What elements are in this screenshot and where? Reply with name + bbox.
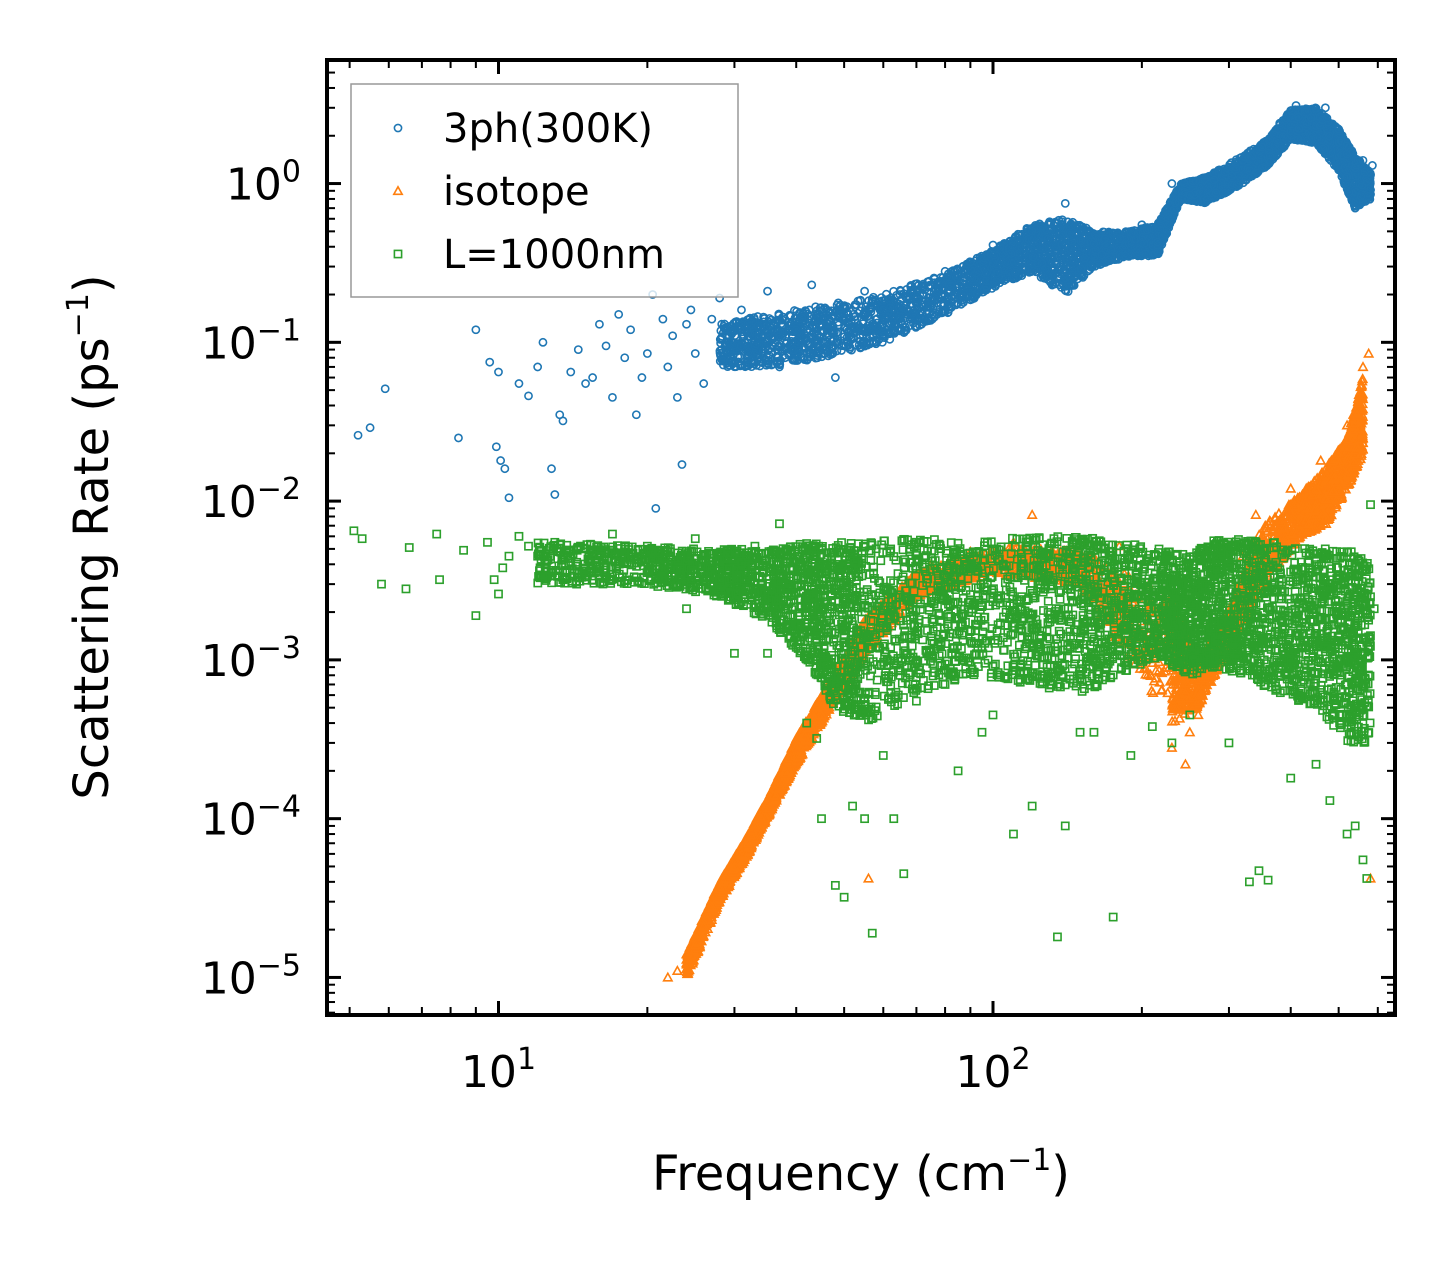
data-point — [862, 340, 872, 350]
data-point — [829, 327, 839, 337]
data-point — [832, 346, 842, 356]
data-point — [864, 324, 873, 333]
data-point — [910, 279, 920, 289]
data-point — [843, 341, 853, 350]
data-point — [895, 312, 905, 322]
data-point — [732, 340, 742, 350]
data-point — [764, 317, 774, 327]
data-point — [772, 351, 782, 361]
data-point — [825, 349, 835, 359]
data-point — [932, 309, 942, 319]
data-point — [742, 324, 752, 334]
data-point — [866, 302, 876, 312]
data-point — [797, 313, 807, 323]
data-point — [927, 296, 936, 306]
data-point — [872, 337, 882, 347]
data-point — [791, 336, 800, 346]
data-point — [729, 326, 739, 336]
data-point — [801, 334, 811, 344]
data-point — [843, 328, 853, 337]
data-point — [857, 339, 867, 349]
data-point — [788, 354, 797, 364]
data-point — [868, 296, 878, 306]
data-point — [882, 312, 891, 322]
data-point — [823, 351, 833, 361]
data-point — [769, 332, 779, 342]
data-point — [934, 307, 944, 317]
data-point — [908, 308, 918, 318]
scatter-marks — [349, 101, 1379, 982]
data-point — [845, 342, 855, 352]
data-point — [743, 319, 752, 329]
data-point — [856, 324, 865, 334]
data-point — [763, 360, 773, 369]
data-point — [896, 318, 906, 327]
data-point — [925, 302, 935, 312]
data-point — [789, 345, 799, 355]
data-point — [777, 345, 786, 354]
data-point — [863, 312, 872, 322]
data-point — [928, 314, 937, 324]
data-point — [918, 289, 927, 299]
data-point — [780, 332, 790, 342]
data-point — [925, 280, 934, 290]
data-point — [818, 336, 827, 346]
data-point — [912, 314, 922, 324]
data-point — [755, 361, 765, 371]
data-point — [718, 356, 728, 366]
data-point — [799, 353, 808, 363]
data-point — [905, 300, 915, 310]
data-point — [783, 317, 793, 327]
data-point — [733, 357, 743, 367]
data-point — [932, 289, 941, 299]
data-point — [732, 346, 742, 356]
data-point — [787, 325, 797, 335]
data-point — [723, 362, 733, 372]
data-point — [801, 307, 811, 316]
data-point — [850, 328, 859, 338]
data-point — [902, 293, 912, 303]
data-point — [763, 333, 773, 343]
series-1 — [353, 101, 1377, 513]
data-point — [851, 311, 861, 321]
data-point — [861, 302, 871, 312]
data-point — [836, 336, 846, 345]
data-point — [754, 329, 764, 339]
data-point — [828, 336, 837, 345]
data-point — [885, 329, 895, 338]
data-point — [743, 361, 753, 371]
data-point — [930, 274, 939, 284]
data-point — [852, 324, 862, 334]
data-point — [775, 325, 785, 335]
data-point — [860, 307, 870, 317]
data-point — [772, 315, 782, 325]
data-point — [774, 311, 784, 320]
data-point — [750, 329, 760, 338]
data-point — [889, 328, 899, 338]
data-point — [753, 321, 763, 330]
data-point — [799, 343, 808, 353]
data-point — [880, 323, 889, 333]
data-point — [716, 326, 726, 336]
data-point — [834, 320, 844, 330]
data-point — [715, 346, 725, 356]
data-point — [743, 349, 753, 359]
data-point — [871, 321, 881, 331]
data-point — [736, 341, 746, 351]
data-point — [769, 342, 778, 352]
data-point — [759, 312, 768, 322]
data-point — [924, 313, 934, 323]
data-point — [737, 331, 747, 341]
data-point — [735, 321, 745, 331]
